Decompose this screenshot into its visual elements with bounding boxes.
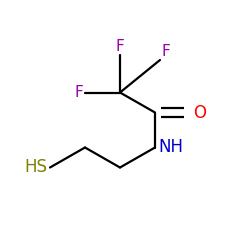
Text: F: F [116,39,124,54]
Text: HS: HS [24,158,48,176]
Text: F: F [75,85,84,100]
Text: O: O [193,104,206,122]
Text: F: F [161,44,170,59]
Text: NH: NH [158,138,183,156]
